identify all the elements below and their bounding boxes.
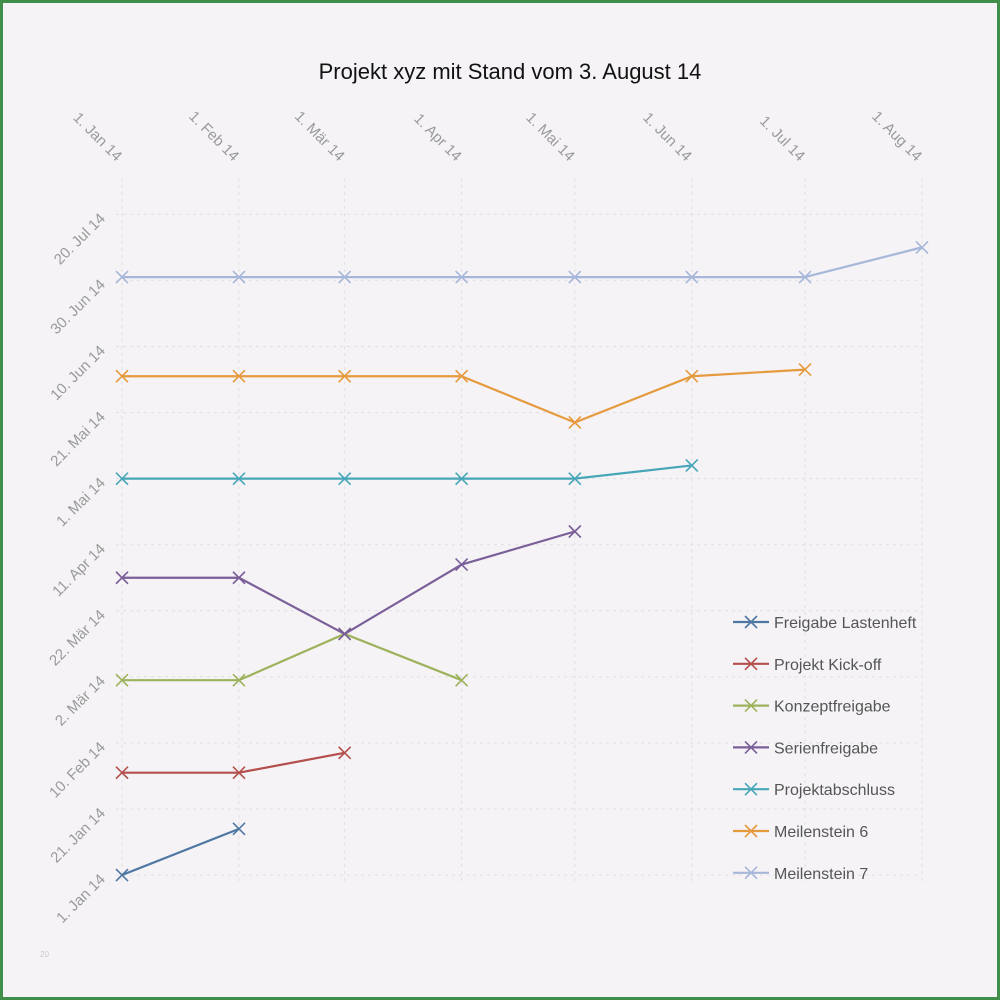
- series-7: [115, 240, 929, 284]
- y-tick-label: 10. Feb 14: [46, 739, 109, 802]
- legend: Freigabe Lastenheft Projekt Kick-off Konze…: [733, 615, 917, 883]
- data-point-marker: [568, 524, 582, 539]
- data-point-marker: [455, 270, 469, 284]
- x-tick-label: 1. Aug 14: [868, 108, 925, 165]
- series-line: [121, 827, 240, 877]
- data-point-marker: [232, 270, 246, 284]
- y-tick-label: 21. Jan 14: [47, 805, 109, 867]
- y-tick-label: 20. Jul 14: [51, 210, 109, 268]
- data-point-marker: [455, 673, 469, 687]
- series-line: [122, 751, 345, 774]
- data-point-marker: [115, 571, 129, 585]
- chart-title: Projekt xyz mit Stand vom 3. August 14: [319, 59, 702, 84]
- y-tick-label: 22. Mär 14: [46, 607, 109, 670]
- x-tick-label: 1. Jun 14: [639, 109, 695, 165]
- series-4: [115, 524, 582, 641]
- legend-item: Projektabschluss: [733, 782, 895, 799]
- data-point-marker: [232, 369, 246, 383]
- data-point-marker: [232, 766, 246, 780]
- series-lines: [115, 240, 929, 882]
- footer-note: 20: [40, 950, 49, 959]
- data-point-marker: [115, 369, 129, 383]
- y-tick-label: 10. Jun 14: [47, 342, 109, 404]
- data-point-marker: [115, 868, 129, 882]
- data-point-marker: [115, 673, 129, 687]
- data-point-marker: [685, 369, 699, 383]
- data-point-marker: [338, 270, 352, 284]
- data-point-marker: [115, 766, 129, 780]
- series-line: [122, 464, 692, 480]
- data-point-marker: [232, 673, 246, 687]
- data-point-marker: [338, 369, 352, 383]
- data-point-marker: [338, 627, 352, 641]
- legend-label: Meilenstein 6: [774, 824, 868, 841]
- legend-label: Projekt Kick-off: [774, 657, 882, 674]
- data-point-marker: [685, 270, 699, 284]
- legend-item: Meilenstein 6: [733, 824, 868, 841]
- series-3: [115, 627, 469, 687]
- data-point-marker: [455, 369, 469, 383]
- data-point-marker: [232, 472, 246, 486]
- series-1: [115, 822, 246, 882]
- series-line: [122, 632, 463, 682]
- legend-label: Serienfreigabe: [774, 740, 878, 757]
- series-line: [122, 530, 576, 636]
- legend-marker: [744, 699, 758, 713]
- legend-item: Serienfreigabe: [733, 740, 878, 757]
- data-point-marker: [455, 557, 469, 572]
- x-tick-label: 1. Jul 14: [756, 113, 808, 165]
- legend-marker: [744, 657, 758, 671]
- x-tick-label: 1. Feb 14: [185, 108, 242, 165]
- grid: [116, 178, 923, 885]
- x-tick-label: 1. Apr 14: [410, 110, 464, 164]
- y-tick-label: 2. Mär 14: [52, 673, 109, 730]
- series-6: [115, 363, 812, 430]
- legend-label: Freigabe Lastenheft: [774, 615, 917, 632]
- data-point-marker: [115, 472, 129, 486]
- legend-marker: [744, 866, 758, 880]
- series-line: [122, 246, 923, 279]
- data-point-marker: [232, 571, 246, 585]
- legend-item: Meilenstein 7: [733, 866, 868, 883]
- data-point-marker: [338, 472, 352, 486]
- data-point-marker: [455, 472, 469, 486]
- data-point-marker: [568, 415, 582, 430]
- data-point-marker: [798, 363, 812, 377]
- data-point-marker: [798, 270, 812, 284]
- legend-marker: [744, 782, 758, 796]
- x-tick-label: 1. Mär 14: [291, 108, 348, 165]
- y-tick-label: 11. Apr 14: [49, 541, 109, 601]
- y-tick-label: 1. Mai 14: [53, 474, 109, 530]
- legend-item: Projekt Kick-off: [733, 657, 882, 674]
- legend-marker: [744, 615, 758, 629]
- x-tick-label: 1. Mai 14: [522, 109, 578, 165]
- x-axis-labels: 1. Jan 14 1. Feb 14 1. Mär 14 1. Apr 14 1. M…: [70, 108, 926, 165]
- series-2: [115, 746, 352, 780]
- series-5: [115, 458, 699, 486]
- data-point-marker: [685, 458, 699, 472]
- data-point-marker: [338, 746, 352, 760]
- legend-label: Meilenstein 7: [774, 866, 868, 883]
- data-point-marker: [568, 270, 582, 284]
- data-point-marker: [568, 472, 582, 486]
- data-point-marker: [915, 240, 929, 254]
- legend-item: Freigabe Lastenheft: [733, 615, 917, 632]
- y-tick-label: 1. Jan 14: [53, 871, 109, 927]
- legend-marker: [744, 824, 758, 838]
- legend-label: Konzeptfreigabe: [774, 699, 891, 716]
- legend-item: Konzeptfreigabe: [733, 699, 891, 716]
- y-tick-label: 30. Jun 14: [47, 276, 109, 338]
- data-point-marker: [115, 270, 129, 284]
- x-tick-label: 1. Jan 14: [70, 109, 126, 165]
- data-point-marker: [232, 822, 246, 836]
- legend-marker: [744, 740, 758, 754]
- legend-label: Projektabschluss: [774, 782, 895, 799]
- y-tick-label: 21. Mai 14: [47, 408, 109, 470]
